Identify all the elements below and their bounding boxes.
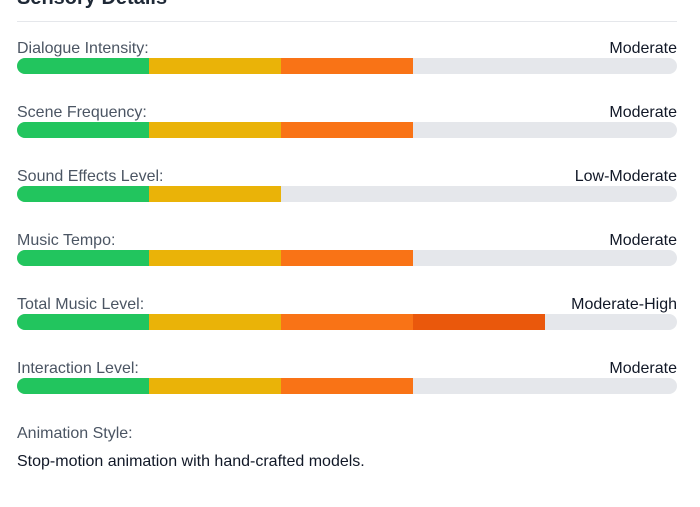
meter-label: Music Tempo: xyxy=(17,232,116,249)
meter-segment-5 xyxy=(545,378,677,394)
meter-value: Moderate xyxy=(609,232,677,249)
meter-header: Interaction Level: Moderate xyxy=(17,360,677,378)
section-divider xyxy=(17,21,677,22)
meter-segment-2 xyxy=(149,186,281,202)
meter-segment-2 xyxy=(149,250,281,266)
meter-total-music-level: Total Music Level: Moderate-High xyxy=(17,296,677,330)
meter-segment-5 xyxy=(545,186,677,202)
meter-segment-3 xyxy=(281,186,413,202)
meter-segment-5 xyxy=(545,122,677,138)
meter-segment-4 xyxy=(413,122,545,138)
meter-scene-frequency: Scene Frequency: Moderate xyxy=(17,104,677,138)
meter-segment-4 xyxy=(413,186,545,202)
section-title: Sensory Details xyxy=(17,0,167,10)
meter-segment-4 xyxy=(413,378,545,394)
meter-track xyxy=(17,186,677,202)
meter-value: Moderate xyxy=(609,360,677,377)
meter-segment-2 xyxy=(149,122,281,138)
meter-header: Sound Effects Level: Low-Moderate xyxy=(17,168,677,186)
meter-segment-1 xyxy=(17,378,149,394)
meter-segment-1 xyxy=(17,58,149,74)
meter-header: Scene Frequency: Moderate xyxy=(17,104,677,122)
meter-label: Interaction Level: xyxy=(17,360,139,377)
meter-segment-5 xyxy=(545,58,677,74)
meter-value: Moderate xyxy=(609,104,677,121)
meter-label: Dialogue Intensity: xyxy=(17,40,149,57)
meter-segment-3 xyxy=(281,378,413,394)
meter-sound-effects-level: Sound Effects Level: Low-Moderate xyxy=(17,168,677,202)
meter-segment-1 xyxy=(17,186,149,202)
meter-track xyxy=(17,122,677,138)
animation-style-label: Animation Style: xyxy=(17,425,133,442)
meter-music-tempo: Music Tempo: Moderate xyxy=(17,232,677,266)
meter-segment-3 xyxy=(281,122,413,138)
meter-segment-3 xyxy=(281,314,413,330)
meter-dialogue-intensity: Dialogue Intensity: Moderate xyxy=(17,40,677,74)
meter-segment-3 xyxy=(281,250,413,266)
meter-segment-4 xyxy=(413,250,545,266)
meter-track xyxy=(17,58,677,74)
meter-segment-3 xyxy=(281,58,413,74)
meter-segment-4 xyxy=(413,314,545,330)
meter-segment-2 xyxy=(149,378,281,394)
meter-segment-1 xyxy=(17,314,149,330)
meter-interaction-level: Interaction Level: Moderate xyxy=(17,360,677,394)
meter-segment-4 xyxy=(413,58,545,74)
meter-track xyxy=(17,250,677,266)
meter-label: Sound Effects Level: xyxy=(17,168,164,185)
meter-header: Total Music Level: Moderate-High xyxy=(17,296,677,314)
meter-track xyxy=(17,314,677,330)
meter-segment-1 xyxy=(17,122,149,138)
meter-track xyxy=(17,378,677,394)
meter-segment-2 xyxy=(149,314,281,330)
meter-label: Total Music Level: xyxy=(17,296,145,313)
meter-segment-5 xyxy=(545,314,677,330)
meter-value: Moderate xyxy=(609,40,677,57)
meter-label: Scene Frequency: xyxy=(17,104,147,121)
meter-header: Dialogue Intensity: Moderate xyxy=(17,40,677,58)
meter-segment-5 xyxy=(545,250,677,266)
meter-value: Moderate-High xyxy=(571,296,677,313)
meter-header: Music Tempo: Moderate xyxy=(17,232,677,250)
meter-segment-2 xyxy=(149,58,281,74)
animation-style-value: Stop-motion animation with hand-crafted … xyxy=(17,453,365,470)
meter-value: Low-Moderate xyxy=(574,168,677,185)
meter-segment-1 xyxy=(17,250,149,266)
